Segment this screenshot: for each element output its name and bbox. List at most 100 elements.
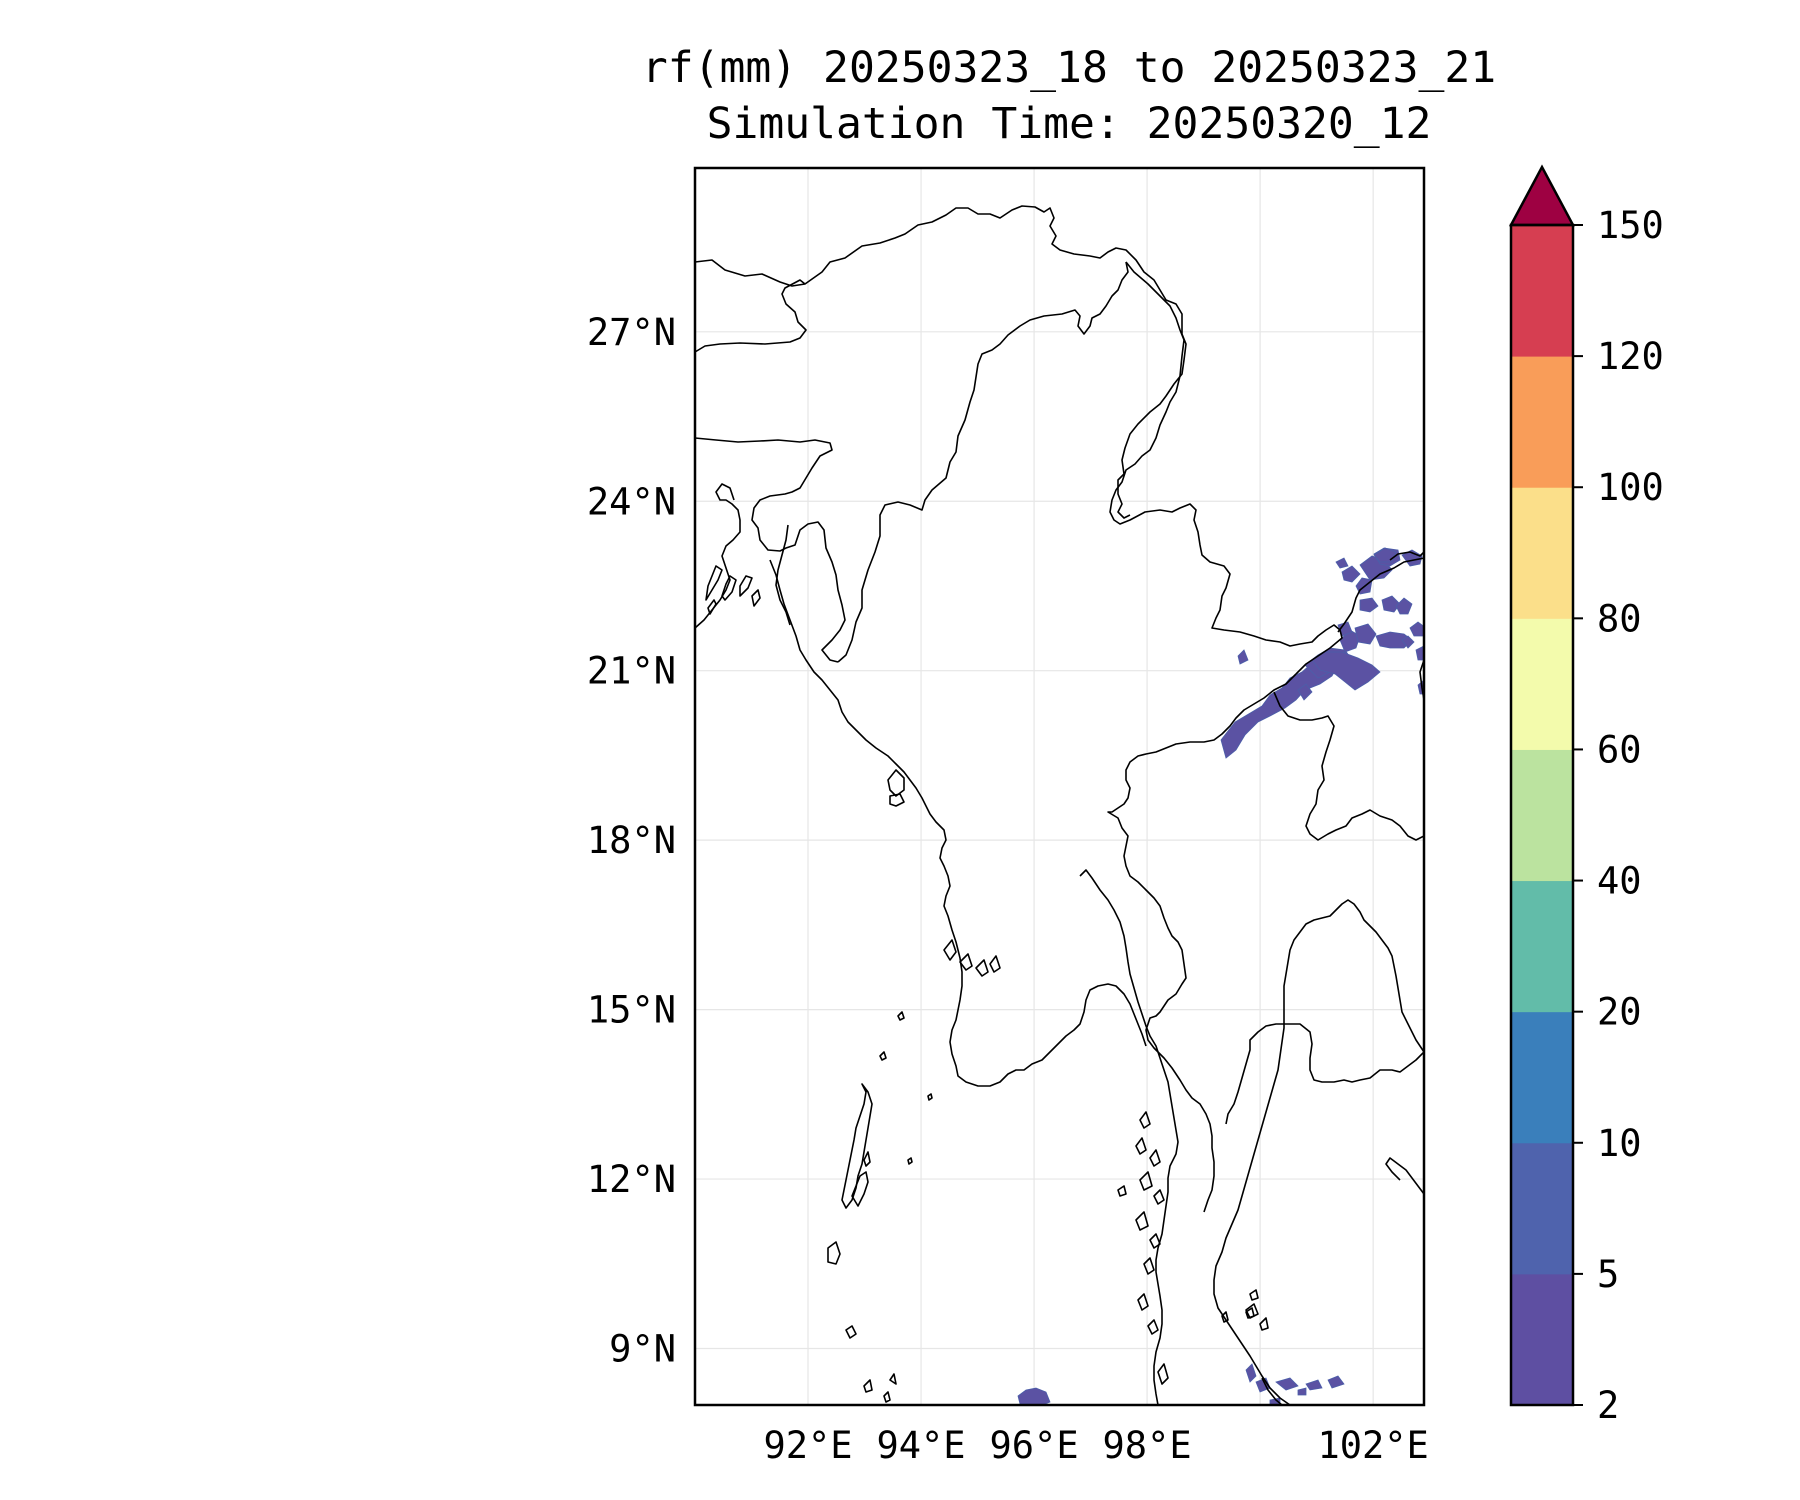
coast-ramree <box>887 769 905 797</box>
colorbar: 2 5 10 20 40 60 80 100 120 150 <box>1508 164 1664 1427</box>
rain-patch-south-4 <box>1275 1377 1299 1391</box>
lat-tick-label: 18°N <box>587 819 676 862</box>
colorbar-segment <box>1511 1011 1573 1144</box>
lon-tick-label: 92°E <box>763 1424 852 1467</box>
coast-little-andaman <box>827 1241 841 1265</box>
rain-patch-laos-18 <box>1409 621 1424 637</box>
colorbar-segment <box>1511 749 1573 882</box>
coast-car-nicobar <box>845 1325 857 1339</box>
colorbar-ticks: 2 5 10 20 40 60 80 100 120 150 <box>1573 204 1664 1427</box>
colorbar-tick-label: 80 <box>1597 597 1642 640</box>
colorbar-tick-label: 20 <box>1597 991 1642 1034</box>
rain-patch-laos-8 <box>1359 597 1379 613</box>
figure-title-line1: rf(mm) 20250323_18 to 20250323_21 <box>642 43 1496 93</box>
coast-phuket-area <box>1157 1363 1169 1385</box>
coast-small-islet-3 <box>1221 1311 1229 1323</box>
coast-mergui-islands-9 <box>1137 1293 1149 1311</box>
rain-patch-south-6 <box>1327 1375 1345 1389</box>
coast-bangladesh-delta <box>695 483 741 629</box>
colorbar-segment <box>1511 487 1573 619</box>
rain-patch-laos-19 <box>1401 635 1415 649</box>
coast-sundarbans-3 <box>739 575 753 597</box>
rain-patch-laos-3 <box>1311 651 1381 691</box>
coast-mergui-islands-11 <box>1117 1185 1127 1197</box>
rain-patch-laos-21 <box>1297 683 1313 701</box>
border-thailand-cambodia <box>1225 1023 1424 1125</box>
border-thailand-malaysia <box>1261 1377 1283 1405</box>
coast-nicobar-small-2 <box>889 1373 897 1385</box>
rain-patch-south-2 <box>1245 1363 1257 1383</box>
latitude-tick-labels: 27°N 24°N 21°N 18°N 15°N 12°N 9°N <box>587 311 676 1371</box>
border-laos-china-east <box>1337 557 1424 633</box>
colorbar-tick-label: 100 <box>1597 466 1664 509</box>
coastlines <box>695 483 1424 1405</box>
coast-gulf-thailand <box>1213 899 1424 1405</box>
figure-title-line2: Simulation Time: 20250320_12 <box>707 99 1432 149</box>
map-panel: 92°E 94°E 96°E 98°E 102°E 27°N 24°N 21°N 18°N 15… <box>587 166 1429 1467</box>
coast-narcondam <box>927 1093 933 1101</box>
border-laos-thailand <box>1273 691 1424 841</box>
colorbar-tick-label: 2 <box>1597 1384 1619 1427</box>
country-borders <box>695 205 1424 1405</box>
coast-mergui-islands-2 <box>1135 1137 1147 1155</box>
rain-patch-laos-14 <box>1341 565 1361 583</box>
lon-tick-label: 94°E <box>876 1424 965 1467</box>
lon-tick-label: 96°E <box>990 1424 1079 1467</box>
coast-mergui-islands-10 <box>1147 1319 1159 1335</box>
colorbar-tick-label: 40 <box>1597 860 1642 903</box>
coast-andaman-east <box>863 1151 871 1167</box>
coast-sundarbans-4 <box>751 589 761 607</box>
colorbar-segments <box>1511 225 1573 1406</box>
lat-tick-label: 27°N <box>587 311 676 354</box>
lat-tick-label: 9°N <box>609 1328 676 1371</box>
coast-small-islet-2 <box>1259 1317 1269 1331</box>
coast-sundarbans-5 <box>707 599 717 615</box>
coast-coco <box>879 1051 887 1061</box>
coast-delta-islands-4 <box>989 955 1001 973</box>
border-india-china-north <box>695 205 1187 519</box>
rain-patch-south-8 <box>1297 1387 1307 1396</box>
colorbar-segment <box>1511 880 1573 1013</box>
border-bangladesh-india-1 <box>695 279 807 353</box>
coast-cheduba <box>889 793 905 807</box>
rain-patch-laos-20 <box>1415 645 1424 661</box>
coast-mergui-islands-4 <box>1139 1171 1153 1191</box>
coast-delta-islands-3 <box>975 959 989 977</box>
longitude-tick-labels: 92°E 94°E 96°E 98°E 102°E <box>763 1424 1428 1467</box>
colorbar-segment <box>1511 356 1573 488</box>
coast-mergui-islands-8 <box>1143 1257 1155 1275</box>
rain-patch-laos-15 <box>1335 557 1349 569</box>
coast-nicobar-small-1 <box>863 1379 873 1393</box>
rain-patch-south-7 <box>1269 1397 1281 1405</box>
lat-tick-label: 15°N <box>587 989 676 1032</box>
colorbar-segment <box>1511 225 1573 357</box>
border-china-vietnam <box>1389 551 1424 561</box>
colorbar-extend-arrow <box>1508 164 1576 227</box>
colorbar-tick-label: 5 <box>1597 1253 1619 1296</box>
coast-tenasserim <box>1079 869 1179 1405</box>
coast-andaman-north <box>841 1083 873 1209</box>
map-background <box>695 168 1424 1405</box>
rain-patch-laos-22 <box>1237 649 1249 665</box>
coast-small-islet-1 <box>1245 1307 1255 1319</box>
colorbar-tick-label: 10 <box>1597 1122 1642 1165</box>
rain-patch-south-5 <box>1305 1379 1323 1391</box>
border-myanmar-laos-thailand <box>1107 673 1297 1213</box>
border-bangladesh-india-2 <box>695 437 846 663</box>
colorbar-tick-label: 120 <box>1597 335 1664 378</box>
colorbar-tick-label: 60 <box>1597 728 1642 771</box>
coast-chittagong <box>769 559 1147 1087</box>
colorbar-frame <box>1509 223 1575 1407</box>
lon-tick-label: 98°E <box>1103 1424 1192 1467</box>
rain-patch-laos-6 <box>1354 623 1377 645</box>
colorbar-segment <box>1511 618 1573 750</box>
border-myanmar-china <box>1109 261 1343 675</box>
coast-barren <box>907 1157 913 1165</box>
coast-mergui-islands-7 <box>1149 1233 1161 1249</box>
coast-phangan <box>1249 1289 1259 1301</box>
map-frame <box>693 166 1426 1407</box>
lat-tick-label: 21°N <box>587 650 676 693</box>
colorbar-segment <box>1511 1273 1573 1406</box>
coast-preparis <box>897 1011 905 1021</box>
